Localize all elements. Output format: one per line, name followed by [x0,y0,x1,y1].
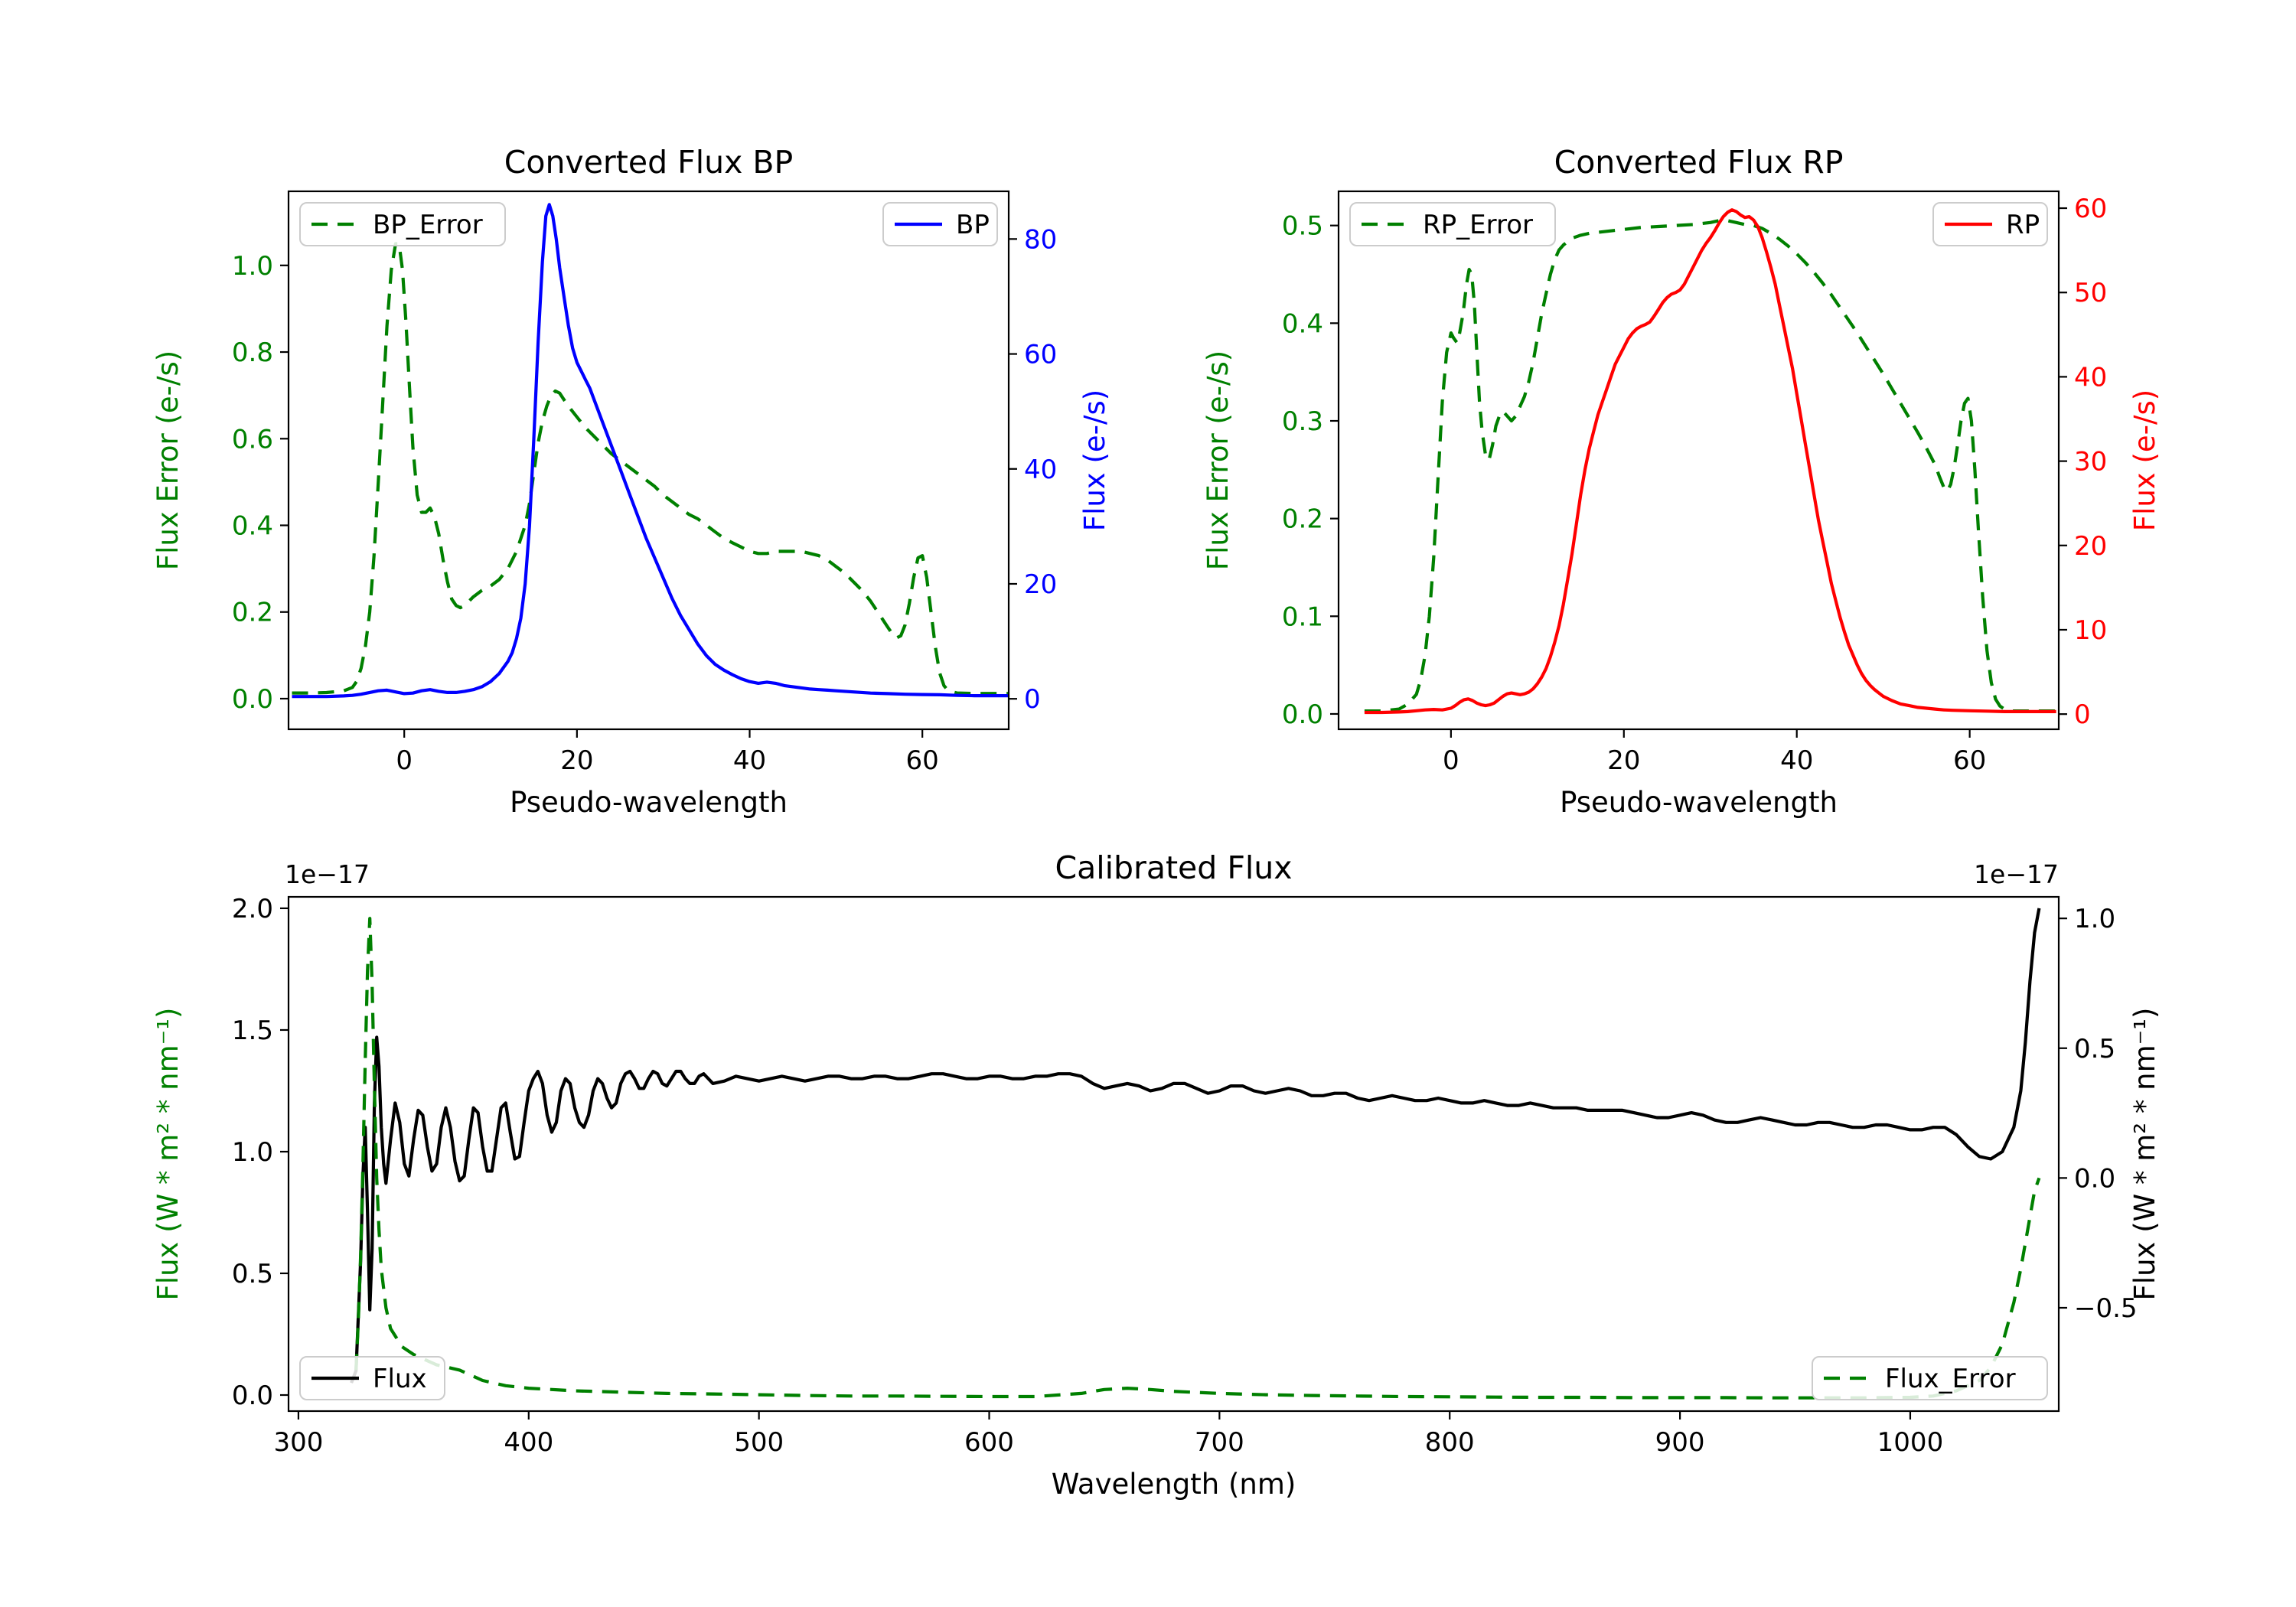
y-tick-label-left: 0.3 [1282,406,1323,437]
x-tick-label: 0 [1443,745,1459,776]
y-tick-label-left: 0.6 [232,424,273,455]
x-tick-label: 600 [964,1427,1014,1458]
x-tick-label: 60 [1953,745,1986,776]
y-tick-label-right: 10 [2074,615,2107,646]
y-tick-label-left: 0.4 [232,511,273,542]
legend-bp_error: BP_Error [299,202,506,246]
legend-box [1349,202,1556,246]
y-tick-label-right: 40 [2074,362,2107,393]
y-tick-label-left: 0.2 [232,598,273,628]
y-tick-label-left: 0.0 [232,1380,273,1411]
y-tick-label-left: 0.1 [1282,601,1323,632]
x-tick-label: 400 [504,1427,553,1458]
x-tick-label: 40 [1780,745,1813,776]
series-rp-line [1364,208,2056,715]
legend-box [299,202,506,246]
x-tick-label: 0 [396,745,413,776]
y-axis-label-right: Flux (W * m² * nm⁻¹) [2128,1008,2161,1301]
chart-calibrated: 300 400 500 600 700 800 900 1000 0.0 0.5 1.0 1.5 2.0… [152,849,2161,1501]
x-axis-label: Pseudo-wavelength [510,786,788,819]
legend-flux_error: Flux_Error [1812,1356,2048,1400]
series-flux-line [350,908,2041,1384]
legend-box [299,1356,445,1400]
offset-text-right: 1e−17 [1974,859,2059,889]
chart-title: Converted Flux RP [1554,144,1844,181]
series-rp_error-line [1364,219,2056,713]
x-tick-label: 60 [906,745,939,776]
y-tick-label-right: 80 [1024,224,1057,255]
y-tick-label-left: 0.4 [1282,308,1323,339]
y-tick-label-left: 2.0 [232,894,273,924]
y-tick-label-left: 1.5 [232,1015,273,1046]
y-axis-label-right: Flux (e-/s) [2128,390,2161,531]
legend-bp: BP [882,202,998,246]
series-bp_error-line [292,242,1009,696]
y-tick-label-right: −0.5 [2074,1293,2138,1324]
y-axis-label-left: Flux Error (e-/s) [1202,350,1234,570]
legend-label: BP [956,210,990,240]
y-tick-label-left: 0.5 [232,1259,273,1289]
x-tick-label: 20 [1607,745,1640,776]
legend-label: RP [2006,210,2040,240]
y-axis-label-left: Flux Error (e-/s) [152,350,184,570]
y-tick-label-left: 0.5 [1282,211,1323,242]
chart-title: Calibrated Flux [1055,849,1292,886]
legend-rp_error: RP_Error [1349,202,1556,246]
y-tick-label-left: 0.2 [1282,504,1323,535]
series-flux_error-line [354,917,2041,1400]
x-axis-label: Pseudo-wavelength [1560,786,1838,819]
y-tick-label-left: 0.0 [232,684,273,715]
legend-rp: RP [1932,202,2048,246]
axes-frame [1337,190,2060,731]
y-tick-label-right: 60 [2074,194,2107,224]
y-tick-label-right: 60 [1024,340,1057,370]
offset-text-left: 1e−17 [285,859,370,889]
legend-label: RP_Error [1423,210,1533,240]
y-tick-label-left: 0.8 [232,337,273,368]
legend-flux: Flux [299,1356,445,1400]
y-tick-label-right: 0 [1024,684,1041,715]
chart-rp: 0 20 40 60 0.0 0.1 0.2 0.3 0.4 0.5 Flux Error (e-/… [1202,144,2161,819]
y-tick-label-right: 40 [1024,455,1057,485]
axes-frame [287,190,1010,731]
x-tick-label: 40 [733,745,766,776]
y-tick-label-right: 20 [1024,569,1057,600]
y-tick-label-left: 1.0 [232,251,273,282]
x-axis-label: Wavelength (nm) [1052,1468,1296,1501]
x-tick-label: 900 [1655,1427,1705,1458]
legend-box [1812,1356,2048,1400]
y-tick-label-left: 0.0 [1282,699,1323,730]
axes-frame [287,895,2060,1413]
chart-bp: 0 20 40 60 0.0 0.2 0.4 0.6 0.8 1.0 Flux Error (e-/… [152,144,1111,819]
series-bp-line [292,203,1009,699]
x-tick-label: 500 [734,1427,784,1458]
x-tick-label: 700 [1195,1427,1244,1458]
y-tick-label-right: 0 [2074,699,2091,730]
y-tick-label-right: 50 [2074,278,2107,308]
legend-label: BP_Error [373,210,483,240]
y-axis-label-right: Flux (e-/s) [1078,390,1111,531]
y-tick-label-right: 1.0 [2074,904,2115,934]
x-tick-label: 800 [1425,1427,1475,1458]
legend-label: Flux_Error [1885,1364,2016,1394]
legend-label: Flux [373,1364,427,1394]
y-tick-label-right: 0.0 [2074,1163,2115,1194]
y-axis-label-left: Flux (W * m² * nm⁻¹) [152,1008,184,1301]
x-tick-label: 20 [560,745,593,776]
y-tick-label-left: 1.0 [232,1137,273,1168]
y-tick-label-right: 20 [2074,531,2107,562]
chart-title: Converted Flux BP [504,144,794,181]
y-tick-label-right: 0.5 [2074,1034,2115,1064]
x-tick-label: 300 [273,1427,323,1458]
x-tick-label: 1000 [1877,1427,1944,1458]
y-tick-label-right: 30 [2074,447,2107,478]
